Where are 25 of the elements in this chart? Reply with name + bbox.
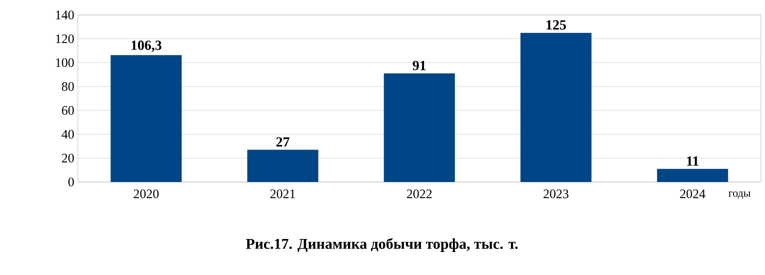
x-tick-label: 2024 — [680, 189, 706, 198]
data-label: 27 — [276, 137, 290, 147]
data-label: 106,3 — [132, 40, 162, 52]
data-label: 11 — [687, 156, 698, 166]
data-label: 125 — [546, 20, 566, 30]
x-axis-title: годы — [728, 191, 750, 199]
x-tick-label: 2021 — [270, 189, 295, 198]
y-tick-label: 0 — [68, 178, 74, 186]
bar — [520, 32, 592, 182]
y-tick-label: 80 — [62, 82, 74, 91]
bar — [657, 168, 728, 182]
x-tick-label: 2020 — [134, 189, 159, 198]
y-tick-label: 100 — [56, 58, 74, 68]
y-tick-label: 140 — [56, 10, 74, 20]
bar — [247, 150, 318, 182]
y-tick-label: 40 — [62, 130, 74, 139]
x-tick-label: 2022 — [406, 189, 432, 198]
x-tick-label: 2023 — [544, 189, 568, 198]
bar — [384, 73, 455, 182]
data-label: 91 — [412, 60, 426, 70]
bar — [110, 55, 182, 182]
text: Рис.17. Динамика добычи торфа, тыс. т. — [246, 238, 518, 252]
y-tick-label: 120 — [56, 34, 74, 44]
y-tick-label: 20 — [62, 154, 74, 162]
y-tick-label: 60 — [62, 106, 74, 115]
